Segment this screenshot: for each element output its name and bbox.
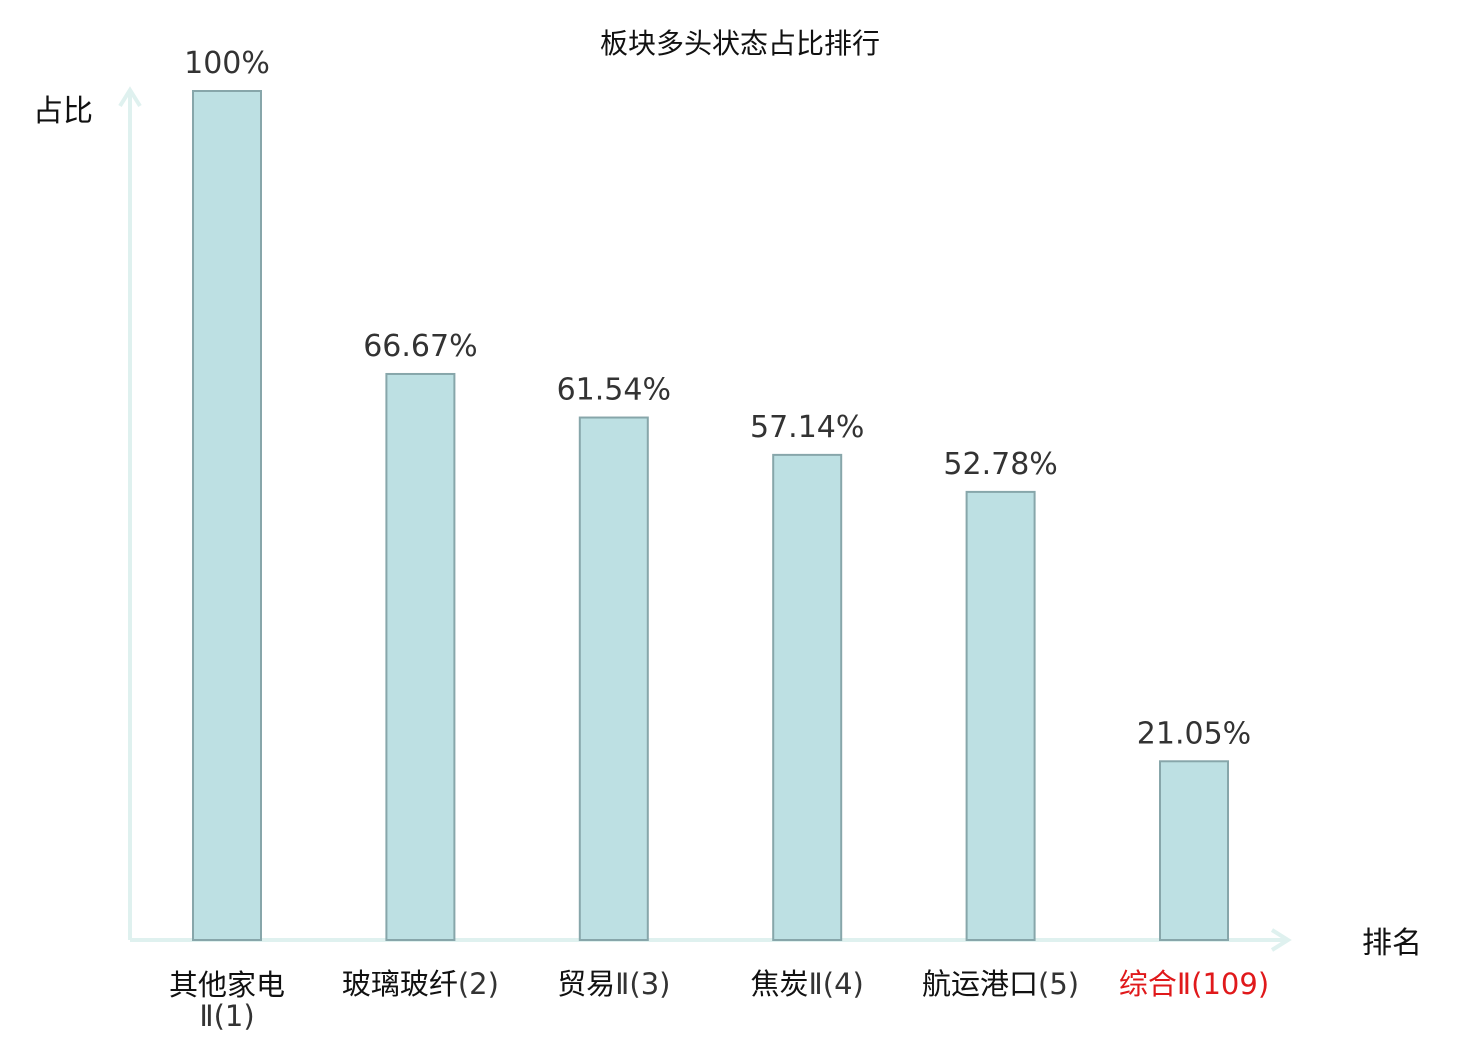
- bar: [772, 453, 843, 941]
- category-label: 贸易Ⅱ(3): [557, 967, 670, 1001]
- x-axis-label: 排名: [1362, 926, 1422, 961]
- value-labels: 100% 66.67% 61.54% 57.14% 52.78% 21.05%: [184, 46, 1251, 751]
- value-label: 21.05%: [1137, 716, 1251, 751]
- category-label: 综合Ⅱ(109): [1119, 967, 1269, 1001]
- axes: [118, 86, 1292, 952]
- value-label: 61.54%: [557, 373, 671, 408]
- bar: [385, 372, 456, 942]
- value-label: 66.67%: [363, 329, 477, 364]
- category-label: 玻璃玻纤(2): [342, 967, 499, 1001]
- bar: [1159, 760, 1229, 942]
- value-label: 52.78%: [943, 447, 1057, 482]
- category-label: 其他家电: [169, 968, 285, 1002]
- bar: [578, 416, 649, 941]
- bars: [192, 90, 1229, 942]
- y-axis-label: 占比: [33, 94, 93, 129]
- value-label: 57.14%: [750, 410, 864, 445]
- y-axis-arrow: [118, 86, 142, 108]
- x-axis-arrow: [1270, 928, 1292, 952]
- chart-title: 板块多头状态占比排行: [600, 27, 880, 60]
- category-label: 航运港口(5): [922, 967, 1079, 1001]
- bar: [965, 490, 1036, 941]
- bar: [192, 90, 262, 941]
- value-label: 100%: [184, 46, 270, 81]
- category-label: 焦炭Ⅱ(4): [751, 967, 864, 1001]
- category-rank: Ⅱ(1): [199, 999, 254, 1033]
